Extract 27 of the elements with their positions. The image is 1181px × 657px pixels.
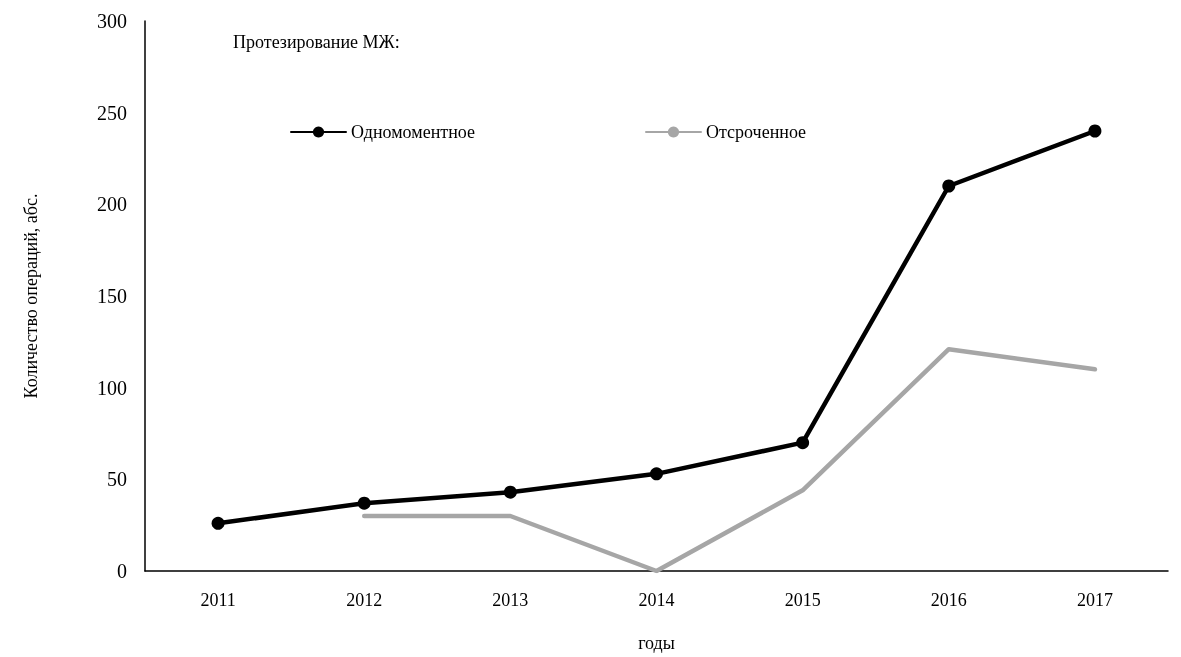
y-tick-label: 300	[97, 10, 127, 32]
y-tick-label: 50	[107, 468, 127, 491]
y-axis-title: Количество операций, абс.	[21, 193, 41, 399]
y-tick-label: 100	[97, 376, 127, 399]
point	[211, 516, 225, 530]
y-tick-label: 200	[97, 193, 127, 216]
y-tick-label: 150	[97, 285, 127, 307]
legend-title: Протезирование МЖ:	[233, 32, 400, 52]
point	[650, 467, 663, 481]
x-tick-label: 2012	[346, 590, 383, 610]
y-tick-label: 0	[117, 560, 127, 582]
point	[796, 436, 810, 450]
point	[357, 496, 371, 510]
x-axis-title: годы	[638, 633, 675, 653]
point	[1088, 124, 1102, 138]
point	[942, 179, 956, 193]
line-series	[361, 346, 1098, 574]
x-tick-label: 2011	[200, 590, 236, 610]
x-tick-label: 2016	[930, 590, 967, 610]
x-tick-label: 2014	[638, 590, 675, 610]
y-tick-label: 250	[97, 101, 127, 124]
point	[503, 485, 517, 499]
x-tick-label: 2015	[784, 590, 821, 610]
x-tick-label: 2017	[1076, 590, 1113, 610]
legend-label: Отсроченное	[705, 122, 807, 142]
x-tick-label: 2013	[492, 590, 529, 610]
legend-label: Одномоментное	[351, 122, 475, 142]
